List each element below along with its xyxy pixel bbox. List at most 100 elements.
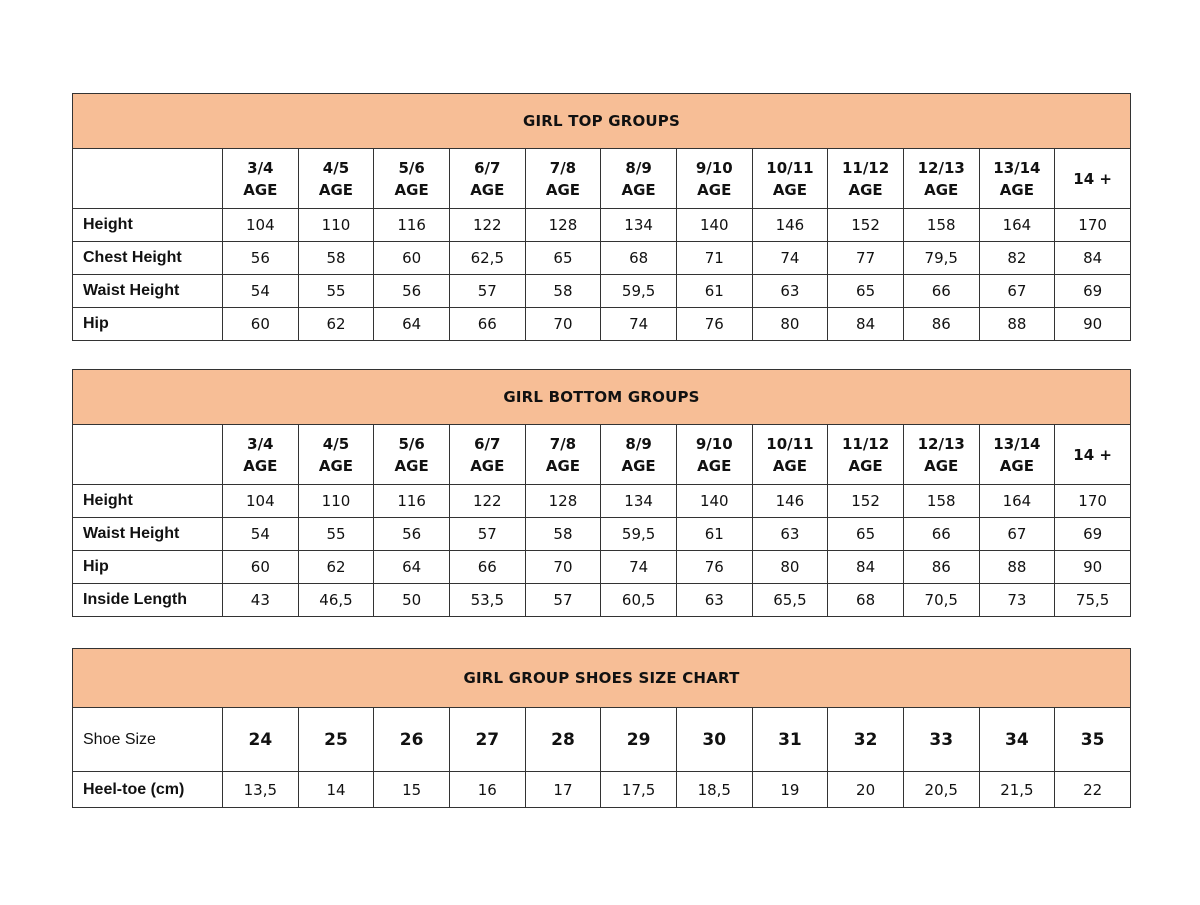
value-cell: 116 (373, 208, 450, 242)
value-cell: 62,5 (448, 241, 526, 275)
girl-top-groups-table: GIRL TOP GROUPS 3/4 AGE 4/5 AGE 5/6 AGE 6/7 AGE 7… (72, 93, 1131, 341)
value-cell: 122 (448, 208, 526, 242)
row-label: Hip (72, 550, 223, 584)
column-header: 11/12 AGE (827, 424, 904, 485)
corner-cell (72, 148, 223, 209)
column-header: 6/7 AGE (448, 424, 526, 485)
column-header: 4/5 AGE (297, 148, 375, 209)
value-cell: 65 (827, 274, 904, 308)
value-cell: 68 (827, 583, 904, 617)
value-cell: 70 (524, 550, 602, 584)
value-cell: 90 (1054, 550, 1131, 584)
value-cell: 75,5 (1054, 583, 1131, 617)
heel-toe-cell: 13,5 (222, 771, 299, 808)
shoe-size-cell: 34 (978, 707, 1056, 772)
table-title: GIRL TOP GROUPS (72, 93, 1131, 149)
value-cell: 50 (373, 583, 450, 617)
heel-toe-cell: 15 (373, 771, 450, 808)
value-cell: 68 (600, 241, 677, 275)
heel-toe-cell: 22 (1054, 771, 1131, 808)
value-cell: 61 (675, 274, 753, 308)
value-cell: 84 (1054, 241, 1131, 275)
shoe-size-cell: 31 (751, 707, 829, 772)
value-cell: 66 (448, 550, 526, 584)
value-cell: 146 (751, 484, 829, 518)
row-label: Chest Height (72, 241, 223, 275)
value-cell: 140 (675, 208, 753, 242)
value-cell: 70 (524, 307, 602, 341)
value-cell: 65 (827, 517, 904, 551)
value-cell: 146 (751, 208, 829, 242)
column-header: 13/14 AGE (978, 148, 1056, 209)
value-cell: 152 (827, 208, 904, 242)
value-cell: 67 (978, 274, 1056, 308)
value-cell: 170 (1054, 208, 1131, 242)
value-cell: 134 (600, 208, 677, 242)
value-cell: 170 (1054, 484, 1131, 518)
row-label: Waist Height (72, 274, 223, 308)
value-cell: 64 (373, 550, 450, 584)
value-cell: 57 (524, 583, 602, 617)
value-cell: 140 (675, 484, 753, 518)
column-header: 12/13 AGE (902, 424, 980, 485)
value-cell: 56 (373, 274, 450, 308)
shoe-size-cell: 24 (222, 707, 299, 772)
shoe-size-cell: 27 (448, 707, 526, 772)
shoe-size-cell: 25 (297, 707, 375, 772)
column-header: 14 + (1054, 148, 1131, 209)
value-cell: 76 (675, 307, 753, 341)
shoe-size-cell: 32 (827, 707, 904, 772)
heel-toe-cell: 21,5 (978, 771, 1056, 808)
value-cell: 63 (751, 274, 829, 308)
row-label: Shoe Size (72, 707, 223, 772)
value-cell: 55 (297, 274, 375, 308)
column-header: 7/8 AGE (524, 148, 602, 209)
column-header: 3/4 AGE (222, 148, 299, 209)
column-header: 10/11 AGE (751, 148, 829, 209)
value-cell: 55 (297, 517, 375, 551)
column-header: 8/9 AGE (600, 148, 677, 209)
value-cell: 104 (222, 484, 299, 518)
value-cell: 67 (978, 517, 1056, 551)
value-cell: 59,5 (600, 517, 677, 551)
heel-toe-cell: 19 (751, 771, 829, 808)
heel-toe-cell: 16 (448, 771, 526, 808)
value-cell: 69 (1054, 274, 1131, 308)
value-cell: 122 (448, 484, 526, 518)
value-cell: 84 (827, 307, 904, 341)
value-cell: 116 (373, 484, 450, 518)
value-cell: 58 (524, 274, 602, 308)
column-header: 13/14 AGE (978, 424, 1056, 485)
value-cell: 71 (675, 241, 753, 275)
shoe-size-cell: 29 (600, 707, 677, 772)
value-cell: 60 (373, 241, 450, 275)
heel-toe-cell: 17 (524, 771, 602, 808)
value-cell: 104 (222, 208, 299, 242)
column-header: 4/5 AGE (297, 424, 375, 485)
table-title: GIRL BOTTOM GROUPS (72, 369, 1131, 425)
value-cell: 56 (373, 517, 450, 551)
heel-toe-cell: 18,5 (675, 771, 753, 808)
value-cell: 63 (751, 517, 829, 551)
row-label: Hip (72, 307, 223, 341)
value-cell: 110 (297, 484, 375, 518)
column-header: 3/4 AGE (222, 424, 299, 485)
value-cell: 56 (222, 241, 299, 275)
row-label: Height (72, 484, 223, 518)
value-cell: 152 (827, 484, 904, 518)
value-cell: 158 (902, 484, 980, 518)
shoe-size-cell: 30 (675, 707, 753, 772)
corner-cell (72, 424, 223, 485)
value-cell: 60,5 (600, 583, 677, 617)
column-header: 8/9 AGE (600, 424, 677, 485)
column-header: 6/7 AGE (448, 148, 526, 209)
shoe-size-cell: 35 (1054, 707, 1131, 772)
row-label: Heel-toe (cm) (72, 771, 223, 808)
value-cell: 62 (297, 550, 375, 584)
column-header: 9/10 AGE (675, 424, 753, 485)
column-header: 12/13 AGE (902, 148, 980, 209)
value-cell: 110 (297, 208, 375, 242)
shoe-size-cell: 33 (902, 707, 980, 772)
row-label: Height (72, 208, 223, 242)
value-cell: 57 (448, 274, 526, 308)
